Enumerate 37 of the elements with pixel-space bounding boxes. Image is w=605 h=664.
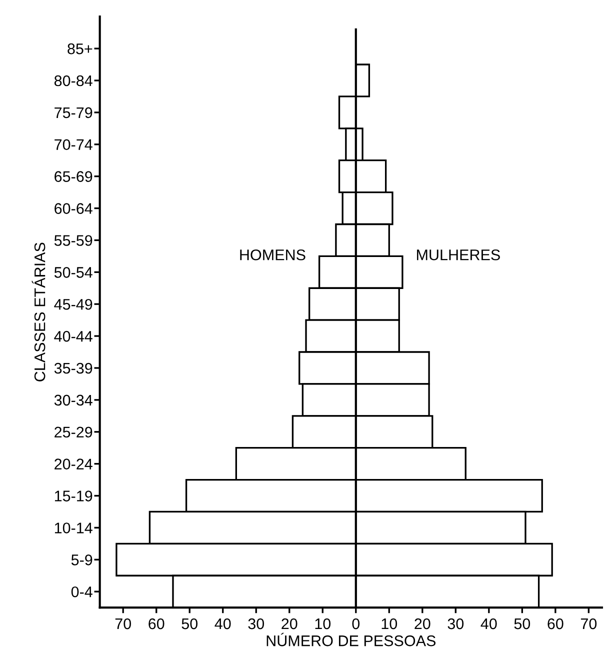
y-tick-label: 0-4: [71, 586, 92, 598]
y-tick-label: 35-39: [54, 362, 92, 374]
y-tick-label: 30-34: [54, 394, 92, 406]
y-tick-label: 70-74: [54, 139, 92, 150]
x-tick-label: 30: [448, 618, 464, 630]
x-tick-label: 40: [214, 618, 231, 630]
y-tick-label: 15-19: [54, 490, 92, 502]
y-tick-label: 80-84: [54, 75, 92, 86]
x-tick-label: 20: [282, 618, 298, 630]
y-tick-label: 10-14: [54, 522, 92, 534]
x-tick-label: 70: [115, 618, 132, 630]
y-tick-label: 50-54: [54, 267, 92, 278]
x-tick-label: 10: [315, 618, 331, 630]
x-tick-label: 70: [580, 618, 597, 630]
x-tick-label: 50: [182, 618, 198, 630]
y-tick-label: 60-64: [54, 203, 92, 214]
series-label: MULHERES: [417, 249, 500, 260]
x-tick-label: 20: [414, 618, 430, 630]
x-tick-label: 60: [148, 618, 164, 630]
x-tick-label: 0: [352, 618, 360, 630]
y-tick-label: 5-9: [71, 554, 92, 566]
y-tick-label: 65-69: [54, 171, 92, 182]
x-tick-label: 10: [382, 618, 398, 630]
y-tick-label: 45-49: [54, 298, 92, 310]
y-tick-label: 25-29: [54, 426, 92, 438]
x-tick-label: 30: [248, 618, 264, 630]
x-tick-label: 50: [514, 618, 530, 630]
x-tick-label: 60: [548, 618, 564, 630]
x-axis-title: NÚMERO DE PESSOAS: [266, 632, 436, 646]
y-tick-label: 20-24: [54, 458, 92, 470]
x-tick-label: 40: [480, 618, 497, 630]
y-tick-label: 85+: [68, 43, 92, 54]
y-tick-label: 40-44: [54, 330, 92, 342]
y-tick-label: 75-79: [54, 107, 92, 118]
y-axis-title: CLASSES ETÁRIAS: [32, 242, 46, 382]
y-tick-label: 55-59: [54, 235, 92, 246]
series-label: HOMENS: [240, 249, 306, 260]
